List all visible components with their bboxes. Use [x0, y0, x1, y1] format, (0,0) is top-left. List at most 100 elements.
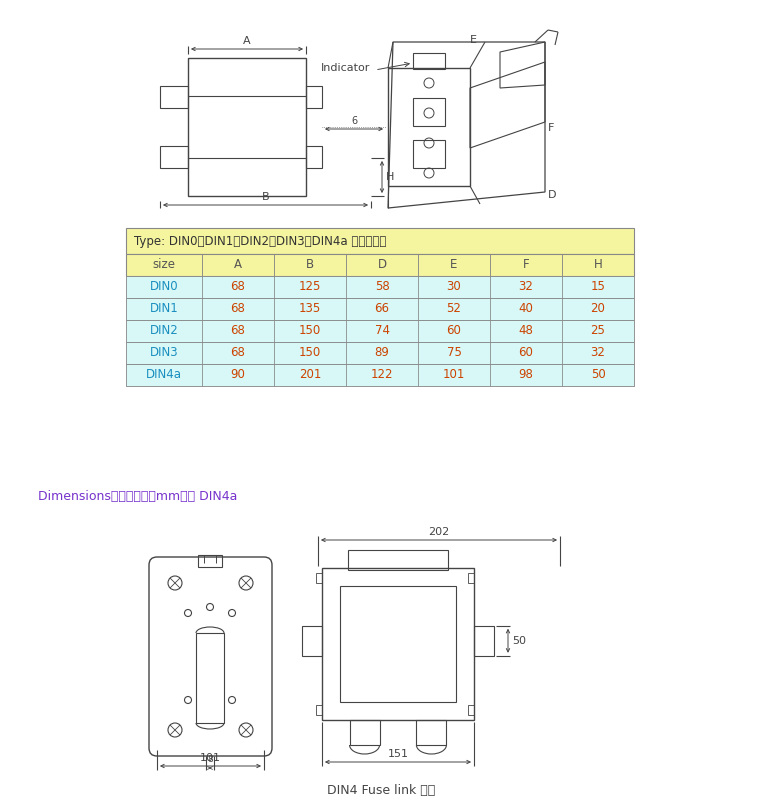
Bar [274, 276, 346, 298]
Text: 15: 15 [591, 281, 606, 294]
Text: DIN4 Fuse link 燔体: DIN4 Fuse link 燔体 [327, 783, 435, 796]
Text: DIN3: DIN3 [149, 346, 178, 359]
Bar [202, 276, 274, 298]
Bar [306, 146, 322, 168]
Bar [562, 254, 634, 276]
Bar [562, 298, 634, 320]
Bar [126, 254, 202, 276]
Bar [490, 298, 562, 320]
Bar [202, 254, 274, 276]
Text: 50: 50 [512, 636, 526, 646]
Text: 150: 150 [299, 324, 321, 337]
Bar [126, 320, 202, 342]
Text: 68: 68 [231, 303, 245, 315]
Bar [348, 550, 448, 570]
Bar [468, 573, 474, 583]
Bar [413, 98, 445, 126]
Bar [126, 276, 634, 298]
Bar [562, 342, 634, 364]
Text: 201: 201 [299, 368, 322, 381]
Text: F: F [548, 123, 555, 133]
Text: 6: 6 [351, 116, 357, 126]
Bar [346, 320, 418, 342]
Bar [302, 626, 322, 656]
Bar [340, 586, 456, 702]
Bar [490, 254, 562, 276]
Bar [562, 364, 634, 386]
Text: 125: 125 [299, 281, 322, 294]
Text: H: H [386, 172, 395, 182]
Bar [306, 86, 322, 108]
Bar [346, 276, 418, 298]
Text: 32: 32 [591, 346, 606, 359]
Bar [316, 573, 322, 583]
Text: B: B [306, 259, 314, 272]
Bar [202, 364, 274, 386]
Text: 68: 68 [231, 346, 245, 359]
Text: Dimensions安装尺寸图（mm）： DIN4a: Dimensions安装尺寸图（mm）： DIN4a [38, 491, 238, 504]
Text: 58: 58 [375, 281, 389, 294]
Bar [274, 364, 346, 386]
Bar [274, 320, 346, 342]
Bar [160, 86, 188, 108]
Text: size: size [152, 259, 175, 272]
Text: A: A [243, 36, 251, 46]
Text: DIN0: DIN0 [149, 281, 178, 294]
Text: 25: 25 [591, 324, 606, 337]
Text: 150: 150 [299, 346, 321, 359]
Text: 202: 202 [428, 527, 450, 537]
Bar [316, 705, 322, 715]
Bar [322, 568, 474, 720]
Bar [418, 298, 490, 320]
Bar [490, 342, 562, 364]
Text: 135: 135 [299, 303, 321, 315]
Bar [126, 364, 634, 386]
Text: Indicator: Indicator [321, 63, 370, 73]
Bar [126, 228, 634, 254]
Bar [474, 626, 494, 656]
Bar [418, 254, 490, 276]
Text: Type: DIN0、DIN1、DIN2、DIN3、DIN4a 尺寸示意图: Type: DIN0、DIN1、DIN2、DIN3、DIN4a 尺寸示意图 [134, 234, 386, 247]
Text: H: H [594, 259, 603, 272]
Text: D: D [377, 259, 386, 272]
Text: 50: 50 [591, 368, 605, 381]
Bar [413, 53, 445, 69]
Text: 60: 60 [519, 346, 533, 359]
Text: 90: 90 [231, 368, 245, 381]
Bar [160, 146, 188, 168]
Bar [350, 720, 379, 745]
Text: A: A [234, 259, 242, 272]
Bar [126, 342, 202, 364]
Text: 60: 60 [447, 324, 462, 337]
Text: E: E [450, 259, 458, 272]
Text: 151: 151 [388, 749, 408, 759]
Text: 40: 40 [519, 303, 533, 315]
Bar [468, 705, 474, 715]
Bar [202, 298, 274, 320]
Bar [188, 58, 306, 196]
Text: 52: 52 [447, 303, 462, 315]
Bar [202, 320, 274, 342]
Text: D: D [548, 190, 556, 200]
Bar [413, 140, 445, 168]
Bar [388, 68, 470, 186]
Bar [198, 555, 222, 567]
Bar [490, 364, 562, 386]
Bar [202, 342, 274, 364]
Bar [274, 298, 346, 320]
Bar [274, 254, 346, 276]
Bar [562, 320, 634, 342]
Bar [126, 364, 202, 386]
Text: DIN2: DIN2 [149, 324, 178, 337]
Bar [417, 720, 447, 745]
Text: 101: 101 [200, 753, 221, 763]
Bar [126, 254, 634, 276]
Bar [418, 320, 490, 342]
Text: 20: 20 [591, 303, 606, 315]
Text: 8: 8 [207, 755, 213, 764]
Text: DIN1: DIN1 [149, 303, 178, 315]
Text: E: E [470, 35, 477, 45]
Bar [126, 298, 634, 320]
Text: 32: 32 [519, 281, 533, 294]
Bar [274, 342, 346, 364]
